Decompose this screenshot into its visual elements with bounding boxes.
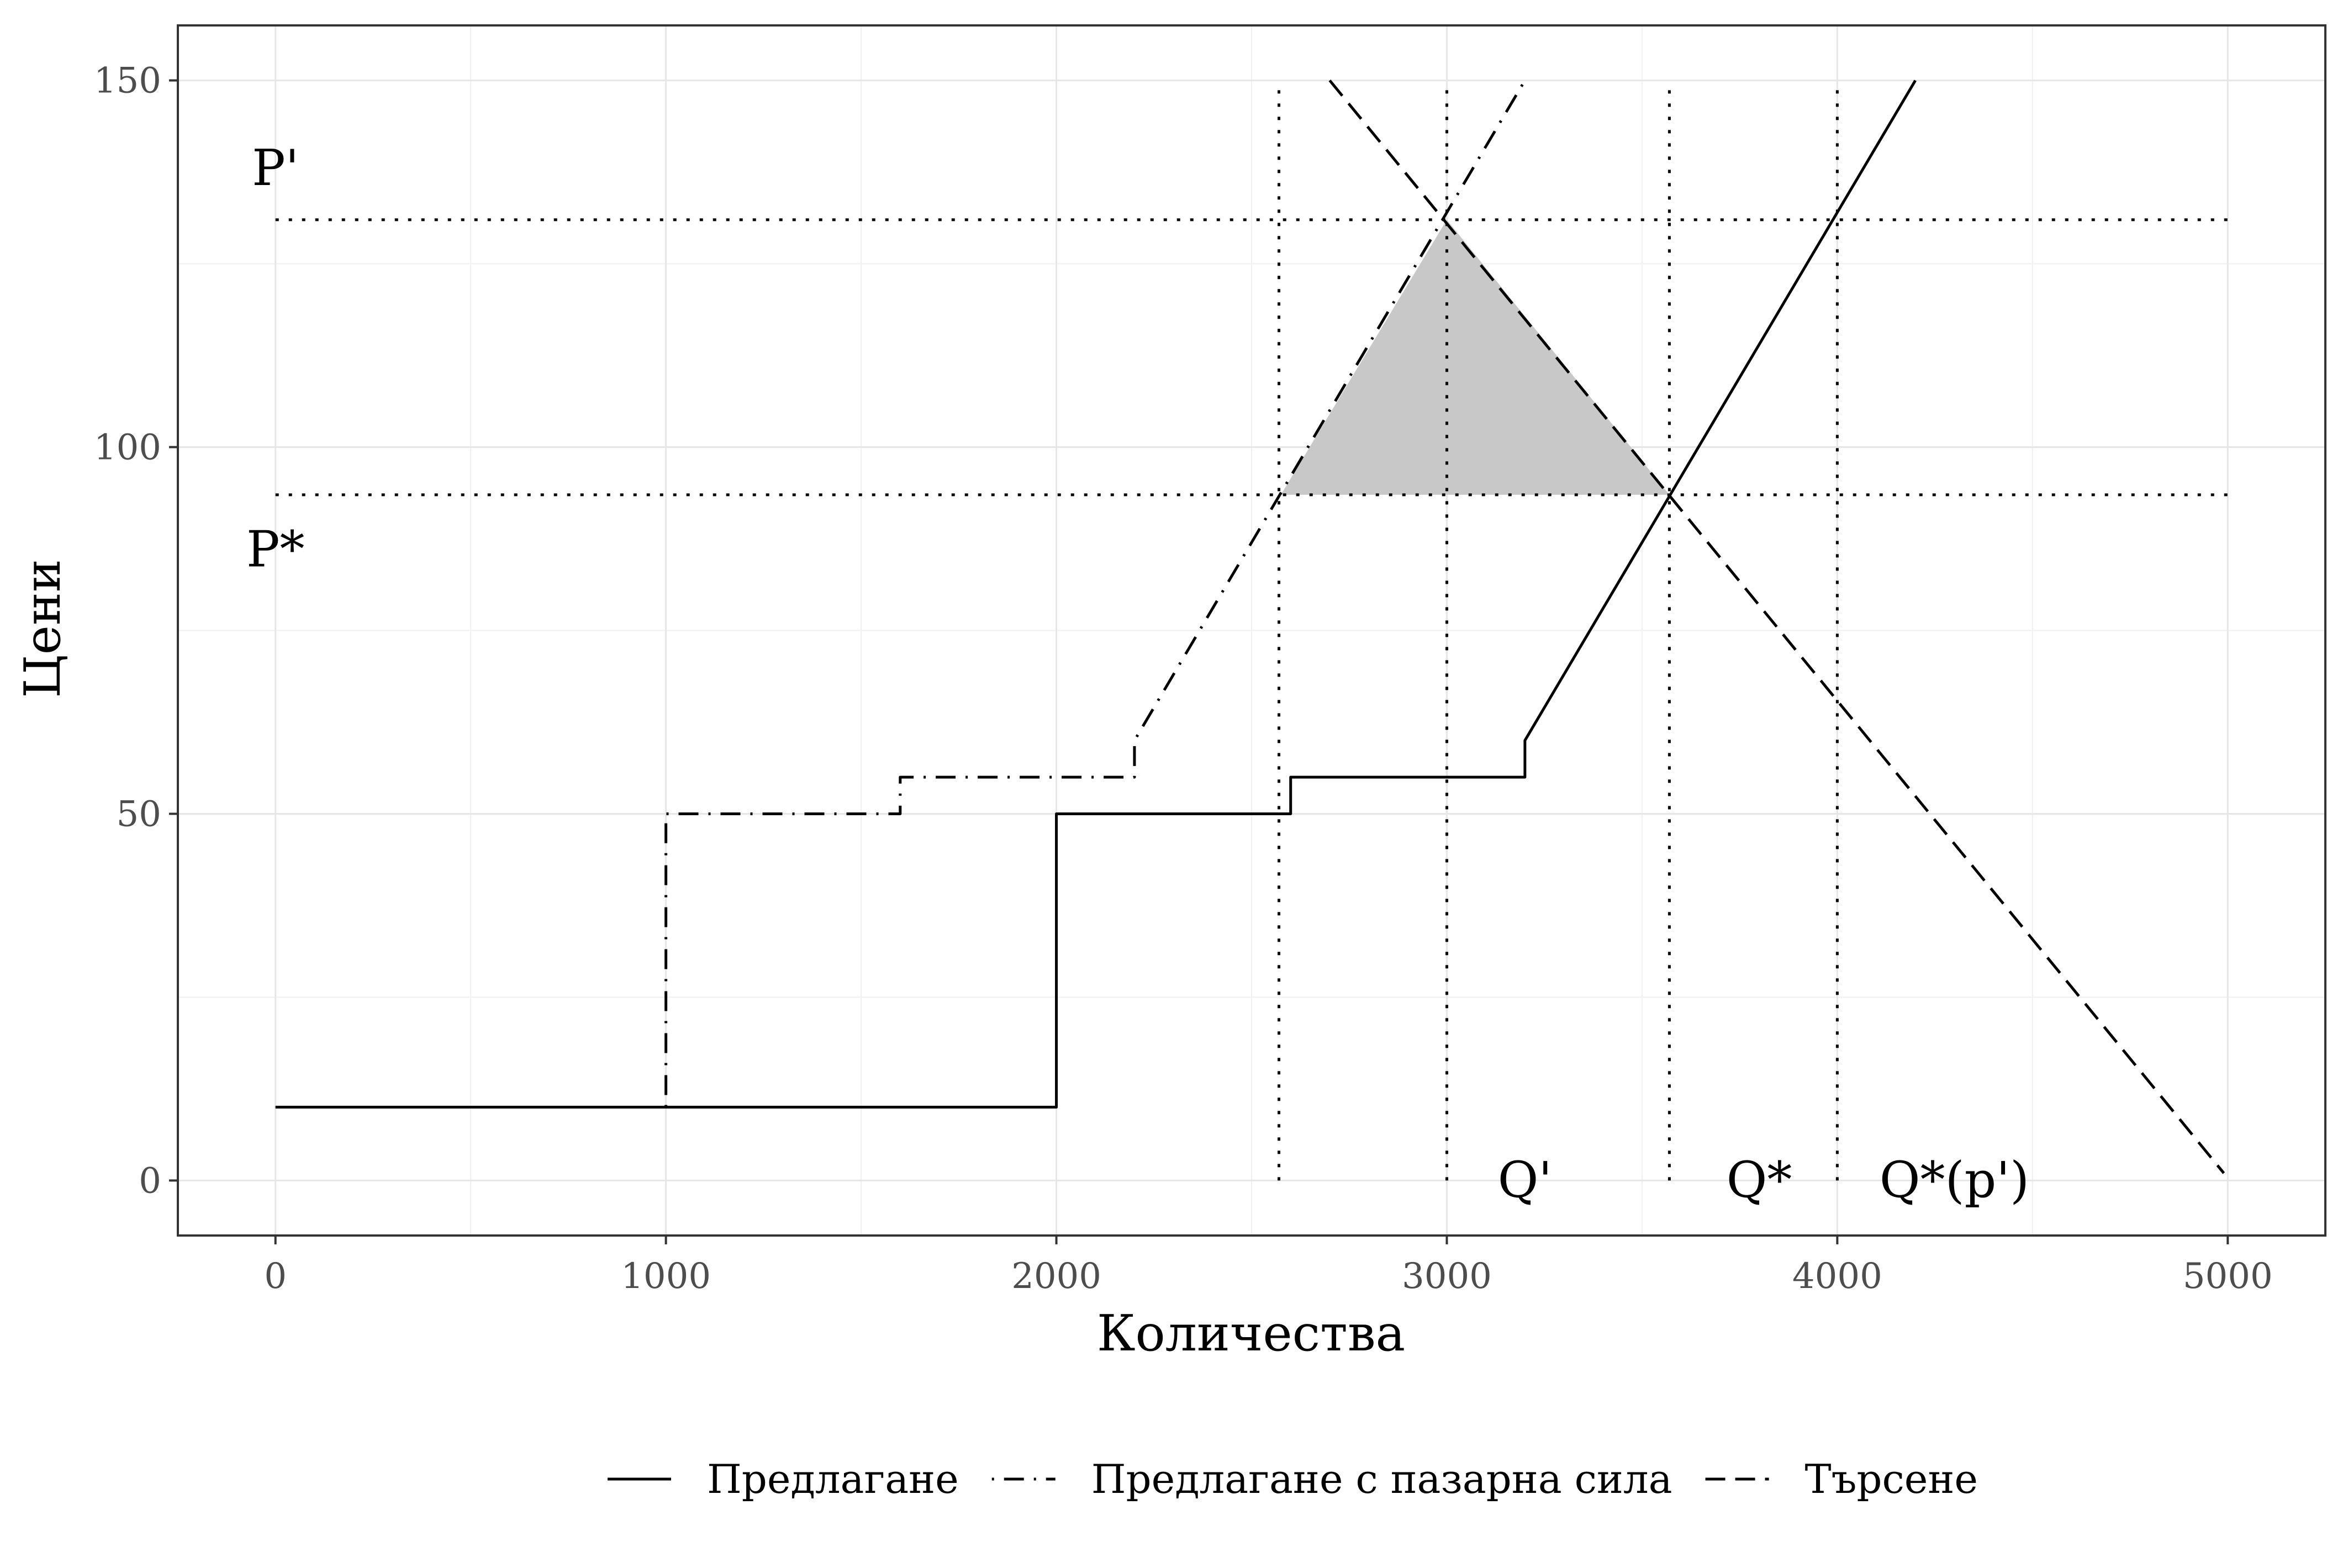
legend-label-2: Предлагане с пазарна сила <box>1091 1456 1672 1502</box>
x-tick-label: 2000 <box>1011 1256 1101 1297</box>
series-lines <box>275 80 2225 1174</box>
series-line-1 <box>275 80 1917 1109</box>
x-axis-title: Количества <box>1097 1305 1405 1363</box>
legend-label-3: Търсене <box>1805 1456 1978 1502</box>
annotation-label-5: Q*(p') <box>1880 1151 2029 1209</box>
deadweight-loss-area <box>1281 219 1670 495</box>
x-tick-label: 4000 <box>1792 1256 1882 1297</box>
annotation-label-1: P' <box>252 139 299 197</box>
shaded-region-layer <box>1281 219 1670 495</box>
annotation-label-4: Q* <box>1727 1151 1792 1209</box>
y-tick-label: 150 <box>94 61 161 102</box>
y-tick-label: 100 <box>94 427 161 468</box>
y-tick-label: 50 <box>117 794 161 835</box>
series-line-3 <box>1328 80 2225 1174</box>
x-tick-label: 5000 <box>2183 1256 2273 1297</box>
x-tick-label: 3000 <box>1402 1256 1492 1297</box>
legend-label-1: Предлагане <box>707 1456 959 1502</box>
annotation-label-2: P* <box>246 520 305 578</box>
axis-ticks: 0 1000 2000 3000 4000 5000 0 50 100 150 <box>94 61 2273 1297</box>
x-tick-label: 0 <box>264 1256 287 1297</box>
x-tick-label: 1000 <box>621 1256 711 1297</box>
y-axis-title: Цени <box>14 559 72 698</box>
reference-lines <box>275 87 2228 1181</box>
annotations: P' P* Q' Q* Q*(p') <box>246 139 2029 1209</box>
series-line-2 <box>664 80 1526 1107</box>
annotation-label-3: Q' <box>1498 1151 1553 1209</box>
y-tick-label: 0 <box>139 1160 161 1201</box>
legend: Предлагане Предлагане с пазарна сила Търсе… <box>608 1456 1978 1502</box>
plot-panel-border <box>177 24 2326 1237</box>
